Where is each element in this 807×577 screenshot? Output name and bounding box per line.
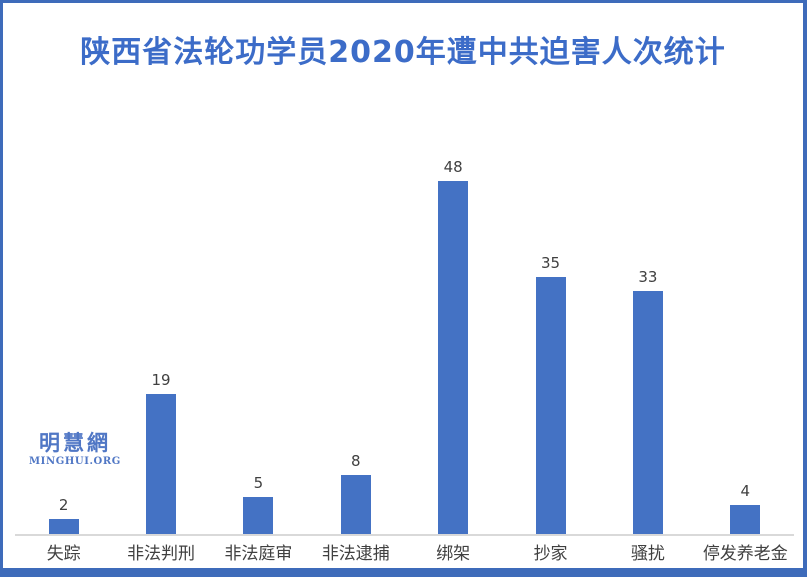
bar-value-label: 4	[740, 482, 751, 500]
bar	[438, 181, 469, 534]
bar-column: 35	[502, 150, 599, 534]
category-label: 非法庭审	[224, 544, 293, 564]
bar-value-label: 35	[541, 254, 561, 272]
bar-value-label: 19	[151, 371, 171, 389]
category-label: 停发养老金	[702, 544, 788, 564]
bar-column: 19	[112, 150, 209, 534]
bar	[48, 519, 79, 534]
bar	[340, 475, 371, 534]
bar-column: 5	[210, 150, 307, 534]
bar	[730, 505, 761, 534]
bar-value-label: 48	[443, 158, 463, 176]
category-label: 骚扰	[630, 544, 665, 564]
bar-value-label: 33	[638, 268, 658, 286]
category-label: 非法逮捕	[321, 544, 390, 564]
bar-value-label: 5	[253, 474, 264, 492]
category-axis: 失踪 非法判刑 非法庭审 非法逮捕 绑架 抄家 骚扰 停发养老金	[15, 544, 794, 564]
bar-column: 8	[307, 150, 404, 534]
plot-area: 2 19 5 8 48 35 33 4	[15, 150, 794, 534]
minghui-logo-chinese: 明慧網	[38, 431, 111, 455]
x-axis-line	[15, 534, 794, 536]
chart-title: 陕西省法轮功学员2020年遭中共迫害人次统计	[80, 35, 726, 70]
bar-column: 33	[599, 150, 696, 534]
bar	[243, 497, 274, 534]
category-label: 非法判刑	[127, 544, 196, 564]
bar-value-label: 8	[351, 452, 361, 470]
bar-column: 48	[405, 150, 502, 534]
category-label: 绑架	[436, 544, 471, 564]
minghui-watermark: 明慧網 MINGHUI.ORG	[29, 431, 121, 468]
category-label: 失踪	[46, 544, 81, 564]
bar	[146, 394, 177, 534]
bar	[632, 291, 663, 534]
bar-column: 4	[697, 150, 794, 534]
bar-value-label: 2	[58, 496, 69, 514]
bar	[535, 277, 566, 534]
bar-column: 2	[15, 150, 112, 534]
category-label: 抄家	[533, 544, 568, 564]
minghui-logo-latin: MINGHUI.ORG	[29, 456, 121, 468]
